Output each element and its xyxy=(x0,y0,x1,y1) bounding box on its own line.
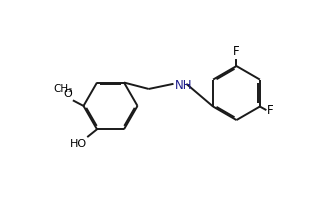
Text: O: O xyxy=(64,89,73,99)
Text: NH: NH xyxy=(175,79,192,92)
Text: F: F xyxy=(267,104,274,117)
Text: CH₃: CH₃ xyxy=(53,84,73,94)
Text: HO: HO xyxy=(70,138,87,149)
Text: F: F xyxy=(233,45,240,58)
